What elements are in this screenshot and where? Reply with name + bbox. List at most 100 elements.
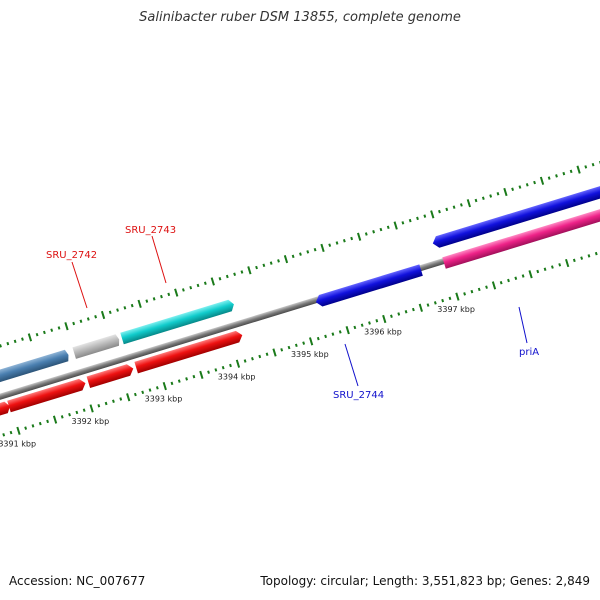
scale-tick-inner (229, 363, 232, 368)
scale-tick-outer (474, 198, 478, 203)
scale-tick-outer (416, 216, 419, 221)
scale-label: 3393 kbp (145, 395, 183, 404)
scale-tick-outer (13, 339, 17, 344)
gene-label-SRU_2744[interactable]: SRU_2744 (333, 390, 384, 401)
scale-tick-inner (375, 319, 379, 323)
scale-tick-outer (240, 270, 244, 274)
scale-tick-outer (43, 330, 46, 335)
scale-tick-outer (511, 187, 515, 192)
scale-tick-outer (533, 180, 536, 185)
gene-feature-red-c[interactable] (134, 329, 244, 374)
scale-tick-outer (430, 210, 435, 219)
scale-tick-outer (145, 299, 149, 303)
scale-tick-outer (64, 322, 69, 331)
scale-tick-outer (27, 333, 33, 342)
gene-feature-red-b[interactable] (86, 363, 135, 388)
scale-tick-inner (119, 397, 123, 401)
scale-tick-outer (6, 341, 10, 346)
scale-tick-outer (130, 303, 134, 308)
scale-tick-inner (177, 379, 181, 383)
scale-tick-inner (565, 258, 570, 268)
scale-tick-inner (514, 276, 518, 280)
scale-label: 3397 kbp (437, 305, 475, 314)
gene-feature-priA[interactable] (442, 195, 600, 269)
scale-tick-inner (104, 401, 108, 406)
scale-tick-outer (320, 243, 325, 253)
scale-tick-outer (591, 162, 595, 167)
scale-tick-outer (408, 218, 412, 223)
scale-tick-inner (448, 296, 452, 301)
scale-tick-outer (539, 176, 545, 185)
scale-tick-outer (313, 247, 317, 252)
gene-feature-red-edge[interactable] (0, 400, 12, 419)
scale-tick-outer (438, 209, 441, 214)
gene-label-SRU_2742[interactable]: SRU_2742 (46, 250, 97, 261)
scale-tick-outer (364, 232, 368, 236)
scale-tick-outer (547, 176, 551, 180)
scale-tick-inner (214, 368, 218, 372)
scale-tick-outer (525, 183, 529, 187)
scale-tick-inner (68, 412, 71, 417)
scale-tick-inner (390, 314, 393, 318)
scale-tick-inner (521, 274, 525, 278)
scale-tick-outer (299, 252, 302, 256)
scale-tick-outer (255, 265, 258, 270)
gene-label-priA[interactable]: priA (519, 347, 539, 358)
scale-tick-inner (433, 301, 437, 305)
scale-tick-inner (16, 426, 21, 435)
scale-tick-outer (203, 281, 207, 285)
gene-label-SRU_2743[interactable]: SRU_2743 (125, 225, 176, 236)
scale-ticks-inner (2, 251, 598, 437)
scale-tick-outer (50, 328, 54, 332)
scale-tick-inner (185, 377, 188, 381)
scale-tick-inner (46, 419, 49, 424)
scale-tick-inner (536, 269, 540, 274)
scale-tick-outer (21, 337, 24, 341)
scale-tick-outer (86, 317, 90, 321)
gene-feature-SRU_2744[interactable] (314, 264, 423, 308)
scale-tick-inner (199, 370, 204, 380)
scale-tick-outer (35, 332, 39, 337)
scale-tick-inner (272, 348, 277, 357)
scale-tick-inner (52, 415, 58, 424)
gene-feature-SRU_2743[interactable] (120, 299, 235, 345)
scale-tick-outer (196, 283, 200, 288)
scale-ticks-outer (0, 160, 600, 348)
scale-tick-outer (283, 254, 289, 264)
scale-tick-inner (243, 359, 247, 363)
scale-tick-outer (496, 192, 500, 196)
gene-feature-red-a[interactable] (7, 377, 87, 413)
scale-tick-outer (160, 294, 163, 299)
scale-tick-inner (587, 254, 591, 258)
scale-tick-inner (126, 393, 131, 402)
scale-tick-outer (247, 266, 252, 275)
gene-feature-gray[interactable] (72, 334, 120, 359)
scale-tick-inner (170, 381, 174, 386)
scale-tick-inner (251, 357, 254, 361)
scale-tick-outer (452, 205, 456, 209)
scale-tick-inner (404, 310, 408, 314)
scale-tick-outer (210, 277, 215, 286)
scale-tick-outer (100, 310, 106, 320)
gene-feature-blue-upper-right[interactable] (431, 174, 600, 249)
scale-tick-inner (345, 326, 350, 335)
scale-tick-outer (489, 194, 493, 198)
scale-tick-outer (218, 277, 222, 281)
scale-tick-inner (302, 341, 306, 345)
scale-tick-inner (426, 303, 430, 307)
scale-tick-outer (555, 174, 558, 178)
scale-tick-outer (233, 272, 237, 277)
scale-tick-inner (528, 270, 533, 279)
gene-feature-steelblue[interactable] (0, 349, 70, 389)
scale-tick-outer (569, 169, 573, 174)
scale-tick-inner (280, 348, 284, 352)
scale-tick-inner (338, 330, 342, 334)
scale-tick-inner (82, 408, 86, 412)
scale-tick-inner (491, 281, 497, 290)
scale-tick-inner (324, 334, 327, 339)
scale-tick-outer (72, 321, 76, 326)
scale-label: 3391 kbp (0, 439, 36, 448)
